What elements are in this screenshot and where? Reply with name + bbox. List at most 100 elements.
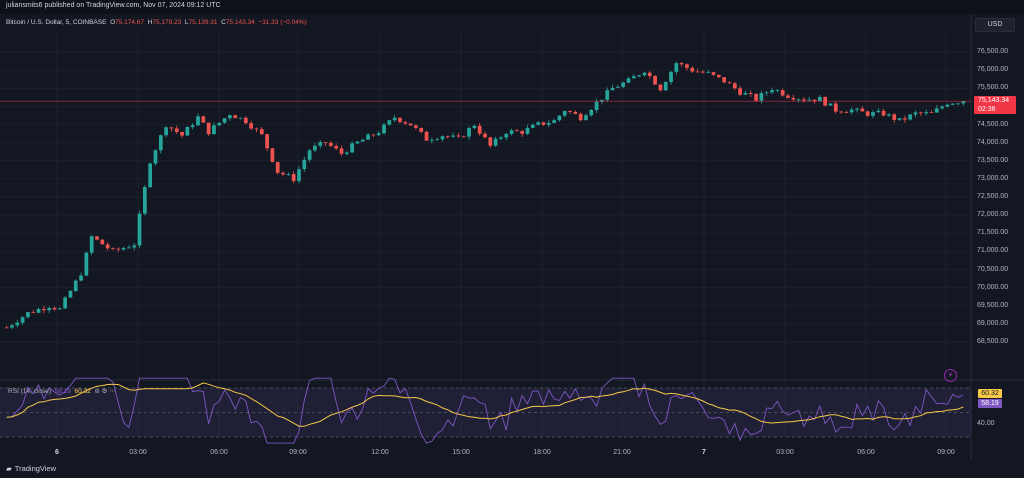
- tv-logo-icon: ▰: [6, 464, 12, 473]
- candle-body: [802, 99, 806, 101]
- candle-body: [424, 131, 429, 141]
- candle-body: [701, 71, 705, 73]
- candle-body: [467, 128, 471, 137]
- candle-body: [127, 247, 131, 249]
- candle-body: [934, 108, 939, 113]
- candle-body: [201, 116, 206, 123]
- candle-body: [164, 127, 168, 136]
- candle-body: [206, 122, 211, 135]
- candle-body: [73, 280, 78, 291]
- change-value: −31.33 (−0.04%): [258, 19, 307, 26]
- price-tick-label: 71,500.00: [977, 229, 1009, 237]
- candle-body: [626, 78, 631, 83]
- candle-body: [158, 135, 163, 151]
- candle-body: [185, 127, 190, 136]
- candle-body: [855, 108, 859, 110]
- price-tick-label: 69,000.00: [977, 319, 1009, 327]
- candle-body: [903, 118, 907, 120]
- candle-body: [849, 109, 854, 113]
- candle-body: [743, 93, 748, 95]
- candle-body: [722, 77, 727, 83]
- candle-body: [142, 187, 147, 214]
- candle-body: [190, 125, 195, 128]
- candle-body: [865, 111, 870, 116]
- candle-body: [738, 88, 742, 95]
- currency-button[interactable]: USD: [975, 18, 1015, 32]
- candle-body: [169, 127, 174, 129]
- candle-body: [297, 169, 301, 182]
- candle-body: [20, 317, 25, 323]
- candle-body: [403, 122, 408, 124]
- candle-body: [669, 71, 673, 83]
- close-label: C: [221, 19, 226, 26]
- bar-countdown: 02:36: [978, 106, 996, 114]
- candle-body: [663, 82, 668, 91]
- candle-body: [456, 135, 461, 137]
- candle-body: [621, 82, 626, 87]
- time-tick-label: 06:00: [210, 449, 228, 456]
- candle-body: [584, 115, 588, 121]
- candle-body: [408, 123, 413, 126]
- candle-body: [47, 307, 52, 311]
- candle-body: [105, 244, 110, 249]
- time-tick-label: 06:00: [857, 449, 875, 456]
- price-axis[interactable]: 76,500.0076,000.0075,500.0075,000.0074,5…: [971, 32, 1024, 446]
- candle-body: [212, 125, 216, 135]
- candle-body: [57, 308, 62, 310]
- candle-body: [706, 72, 711, 73]
- candle-body: [573, 112, 578, 114]
- rsi-ma-value: 60.32: [74, 388, 91, 395]
- alert-icon[interactable]: ⚡: [944, 369, 957, 382]
- high-label: H: [147, 19, 153, 26]
- candle-body: [515, 130, 519, 132]
- candle-body: [233, 115, 238, 119]
- candle-body: [695, 71, 700, 73]
- rsi-legend[interactable]: RSI (14, close) 58.19 60.32 ⊘ ⚙ ⋯: [8, 387, 116, 395]
- candle-body: [313, 145, 317, 151]
- candle-body: [956, 103, 960, 105]
- candle-body: [647, 72, 652, 76]
- candle-body: [759, 93, 764, 101]
- candle-body: [690, 67, 695, 72]
- price-tick-label: 74,500.00: [977, 120, 1009, 128]
- candle-body: [339, 148, 344, 154]
- candle-body: [658, 84, 663, 91]
- candle-body: [483, 133, 487, 138]
- symbol-legend[interactable]: Bitcoin / U.S. Dollar, 5, COINBASE O75,1…: [6, 19, 307, 26]
- candle-body: [398, 117, 402, 123]
- candle-body: [366, 134, 370, 140]
- candle-body: [116, 248, 121, 250]
- rsi-options-icon[interactable]: ⊘ ⚙ ⋯: [92, 388, 116, 395]
- price-tick-label: 70,500.00: [977, 265, 1009, 273]
- candle-body: [228, 115, 232, 119]
- price-tick-label: 73,000.00: [977, 174, 1009, 182]
- candle-body: [833, 103, 838, 112]
- candle-body: [477, 125, 482, 134]
- candle-body: [419, 127, 424, 132]
- tradingview-logo[interactable]: ▰ TradingView: [6, 464, 56, 473]
- price-tick-label: 71,000.00: [977, 247, 1009, 255]
- publisher-text: juliansmits6 published on TradingView.co…: [6, 2, 221, 9]
- rsi-title: RSI (14, close): [8, 388, 51, 395]
- candle-body: [275, 161, 280, 173]
- candle-body: [961, 101, 966, 104]
- candle-body: [589, 109, 594, 116]
- candle-body: [435, 139, 440, 141]
- price-tick-label: 75,500.00: [977, 84, 1009, 92]
- last-price-tag: 75,143.34 02:36: [974, 96, 1016, 115]
- candle-body: [499, 137, 503, 139]
- time-tick-label: 18:00: [533, 449, 551, 456]
- rsi-ma-tag: 60.32: [978, 389, 1002, 398]
- candle-body: [472, 125, 477, 129]
- candle-body: [520, 131, 525, 134]
- candle-body: [31, 312, 36, 313]
- candle-body: [111, 248, 115, 250]
- price-tick-label: 72,000.00: [977, 211, 1009, 219]
- candle-body: [84, 252, 89, 276]
- candle-body: [265, 134, 269, 149]
- candle-body: [323, 142, 328, 144]
- candle-body: [727, 82, 732, 84]
- candle-body: [174, 128, 179, 133]
- time-axis[interactable]: 6 03:00 06:00 09:00 12:00 15:00 18:00 21:00 7 03:…: [0, 446, 971, 460]
